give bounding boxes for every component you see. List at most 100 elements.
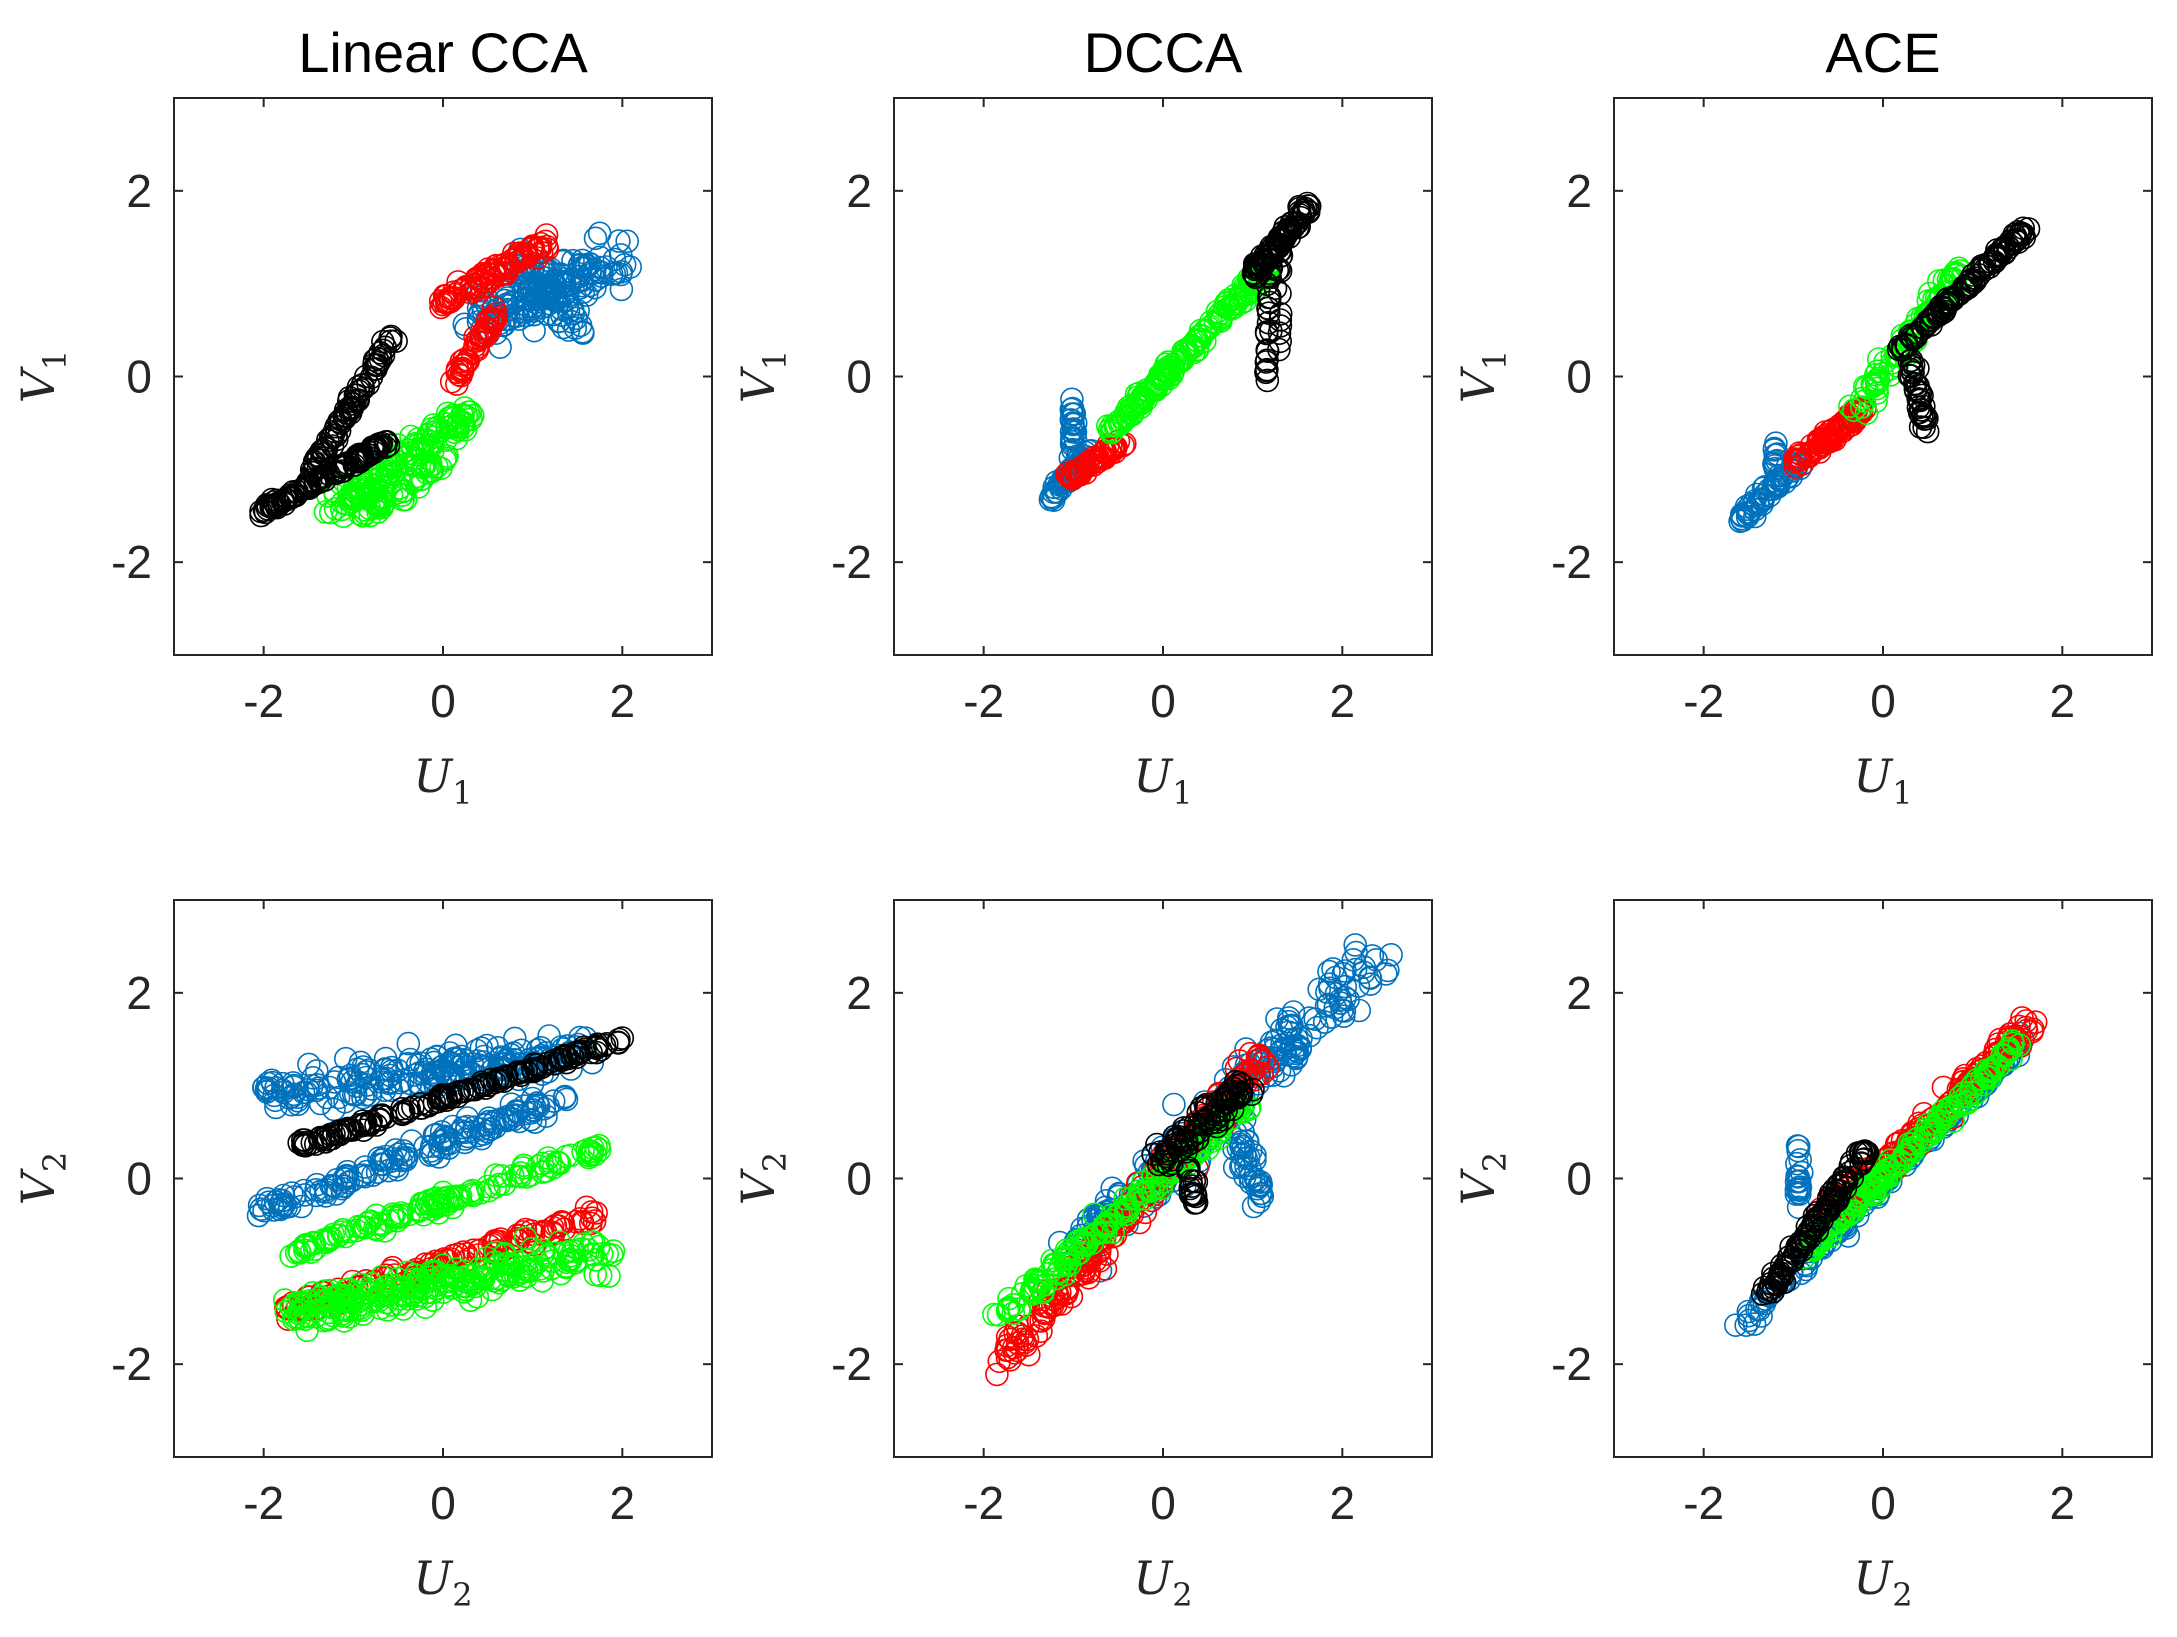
scatter-point (589, 264, 614, 288)
series-black (1241, 191, 1322, 393)
x-tick-label: 2 (2050, 1477, 2076, 1529)
scatter-layer (1038, 191, 1322, 513)
scatter-point (1268, 301, 1293, 326)
scatter-point (337, 385, 362, 410)
scatter-point (531, 1160, 555, 1184)
scatter-point (461, 279, 486, 304)
scatter-point (1267, 337, 1291, 362)
scatter-point (554, 1044, 578, 1069)
scatter-point (1933, 1105, 1958, 1130)
scatter-point (615, 229, 640, 254)
scatter-point (1816, 1186, 1841, 1210)
scatter-point (1736, 500, 1760, 525)
x-tick-label: 2 (1330, 675, 1356, 727)
scatter-point (1941, 285, 1966, 309)
scatter-point (460, 1077, 485, 1102)
scatter-point (354, 1159, 379, 1184)
scatter-point (385, 1158, 410, 1182)
scatter-point (1268, 314, 1293, 338)
scatter-point (559, 1143, 583, 1168)
scatter-point (1248, 1170, 1273, 1194)
scatter-point (402, 1063, 427, 1087)
scatter-point (540, 302, 565, 327)
scatter-point (391, 1146, 416, 1170)
scatter-point (1779, 1235, 1803, 1259)
scatter-point (331, 1174, 356, 1198)
scatter-point (1274, 220, 1299, 245)
scatter-point (455, 348, 480, 373)
scatter-point (1061, 411, 1085, 435)
scatter-point (505, 1060, 530, 1084)
scatter-point (486, 1066, 511, 1091)
scatter-point (424, 454, 449, 479)
scatter-point (473, 1113, 498, 1137)
scatter-point (492, 1172, 517, 1196)
scatter-point (1911, 404, 1936, 429)
scatter-point (493, 1065, 518, 1089)
scatter-point (302, 451, 327, 476)
scatter-point (1315, 980, 1339, 1004)
scatter-point (1343, 933, 1367, 957)
scatter-point (552, 1085, 577, 1110)
y-tick-label: 2 (1566, 165, 1592, 217)
x-tick-label: 0 (1150, 675, 1176, 727)
scatter-point (1247, 1043, 1271, 1067)
scatter-point (399, 1129, 424, 1153)
scatter-point (458, 400, 483, 424)
scatter-point (520, 1237, 544, 1261)
scatter-point (1227, 1070, 1251, 1095)
scatter-point (1785, 1151, 1809, 1176)
scatter-point (1847, 1183, 1872, 1208)
scatter-point (1323, 995, 1348, 1020)
scatter-point (416, 1094, 441, 1118)
x-tick-label: 2 (2050, 675, 2076, 727)
scatter-point (459, 275, 484, 300)
scatter-point (1028, 1274, 1052, 1299)
scatter-point (315, 1085, 339, 1110)
scatter-point (1125, 1187, 1149, 1212)
scatter-point (1177, 1156, 1201, 1180)
scatter-point (364, 346, 389, 371)
scatter-point (1077, 1266, 1101, 1290)
scatter-point (341, 1082, 366, 1107)
scatter-point (1947, 281, 1972, 305)
scatter-point (1910, 383, 1934, 408)
scatter-point (455, 1114, 479, 1139)
scatter-point (485, 1254, 510, 1278)
scatter-point (1276, 1009, 1301, 1034)
scatter-point (1205, 1091, 1230, 1115)
scatter-point (1162, 1092, 1186, 1117)
scatter-point (1939, 287, 1963, 312)
scatter-point (483, 1175, 508, 1199)
scatter-point (995, 1325, 1020, 1349)
scatter-point (2003, 228, 2028, 252)
scatter-point (1925, 1112, 1949, 1137)
scatter-point (360, 435, 385, 460)
scatter-point (523, 1110, 547, 1134)
scatter-point (554, 1087, 579, 1112)
scatter-point (1211, 1107, 1235, 1132)
scatter-point (1899, 348, 1924, 373)
scatter-point (323, 496, 348, 521)
scatter-point (365, 353, 390, 377)
scatter-point (328, 407, 353, 432)
scatter-point (385, 481, 409, 505)
scatter-point (348, 1114, 373, 1138)
scatter-point (1061, 464, 1086, 488)
scatter-point (299, 457, 324, 482)
column-title-dcca: DCCA (1084, 21, 1243, 84)
scatter-point (1255, 338, 1279, 362)
scatter-point (394, 1142, 419, 1167)
scatter-point (493, 1242, 517, 1266)
scatter-point (489, 1268, 514, 1292)
scatter-point (513, 274, 538, 299)
x-tick-label: -2 (243, 1477, 284, 1529)
scatter-point (341, 392, 366, 416)
scatter-point (1150, 1170, 1175, 1194)
scatter-point (1097, 418, 1122, 442)
scatter-point (351, 1163, 376, 1187)
scatter-point (997, 1286, 1021, 1311)
scatter-point (380, 1205, 405, 1230)
scatter-point (300, 1293, 325, 1318)
